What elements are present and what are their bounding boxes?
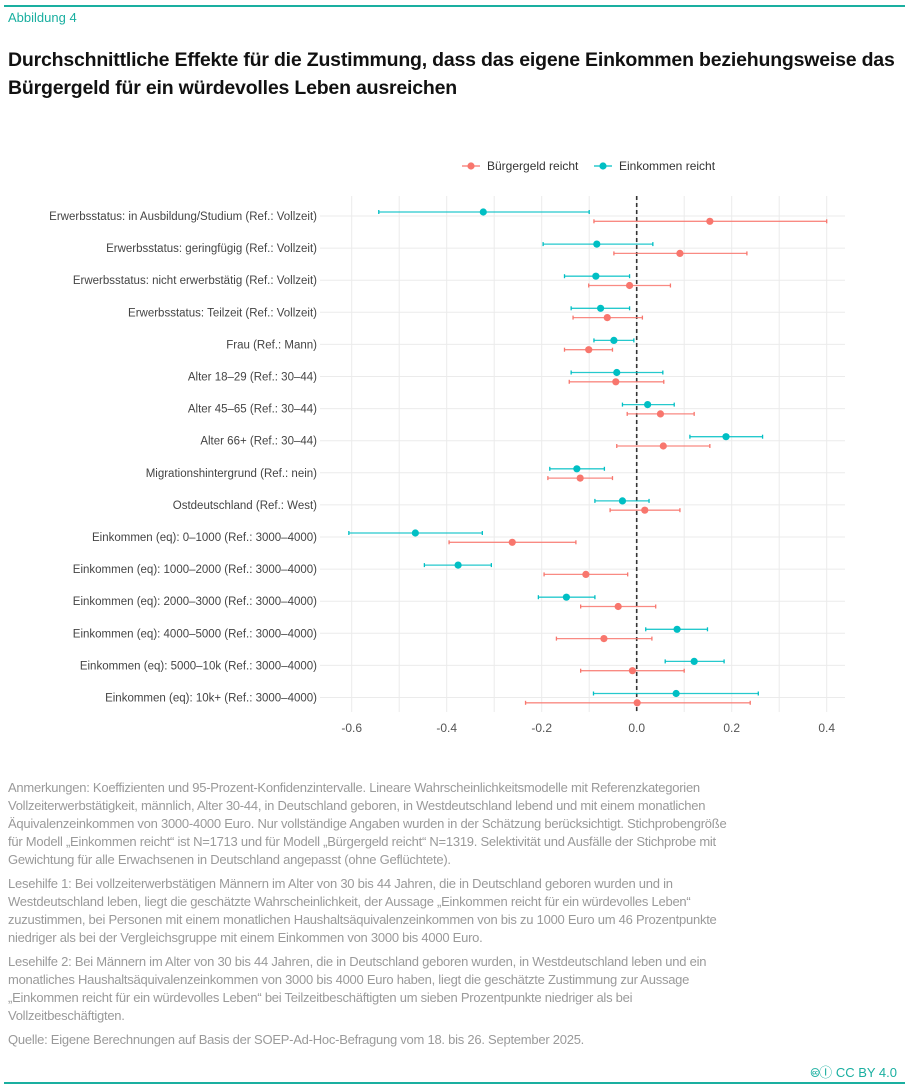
category-label: Frau (Ref.: Mann) (226, 339, 317, 351)
legend-label-buergergeld: Bürgergeld reicht (487, 159, 579, 173)
point-buergergeld (641, 506, 649, 514)
legend-point-einkommen (599, 162, 607, 170)
coefficient-chart: Erwerbsstatus: in Ausbildung/Studium (Re… (49, 159, 845, 735)
cc-icon: 🅭 (811, 1065, 820, 1080)
point-buergergeld (612, 378, 620, 386)
license-label: CC BY 4.0 (835, 1065, 897, 1080)
point-einkommen (610, 336, 618, 344)
category-label: Einkommen (eq): 4000–5000 (Ref.: 3000–40… (73, 628, 317, 640)
point-einkommen (644, 401, 652, 409)
category-label: Ostdeutschland (Ref.: West) (173, 500, 317, 512)
point-buergergeld (706, 217, 714, 225)
note-lesehilfe-1: Lesehilfe 1: Bei vollzeiterwerbstätigen … (8, 876, 717, 945)
point-einkommen (479, 208, 487, 216)
point-einkommen (454, 561, 462, 569)
point-einkommen (672, 689, 680, 698)
point-einkommen (411, 529, 419, 537)
point-einkommen (690, 657, 698, 666)
point-buergergeld (633, 699, 641, 707)
license-badge: 🅭Ⓘ CC BY 4.0 (811, 1062, 897, 1081)
category-label: Erwerbsstatus: Teilzeit (Ref.: Vollzeit) (128, 307, 317, 319)
note-quelle: Quelle: Eigene Berechnungen auf Basis de… (8, 1032, 585, 1047)
note-lesehilfe-2: Lesehilfe 2: Bei Männern im Alter von 30… (8, 954, 707, 1023)
category-label: Einkommen (eq): 0–1000 (Ref.: 3000–4000) (92, 532, 317, 544)
x-tick-label: 0.2 (723, 721, 740, 735)
x-tick-label: -0.2 (531, 721, 552, 735)
point-buergergeld (576, 474, 584, 482)
x-tick-label: -0.4 (436, 721, 457, 735)
note-anmerkungen: Anmerkungen: Koeffizienten und 95-Prozen… (8, 780, 727, 867)
category-label: Alter 45–65 (Ref.: 30–44) (188, 404, 317, 416)
figure-title: Durchschnittliche Effekte für die Zustim… (8, 49, 895, 99)
x-tick-label: 0.0 (628, 721, 645, 735)
category-label: Erwerbsstatus: geringfügig (Ref.: Vollze… (106, 243, 317, 255)
point-einkommen (593, 240, 601, 248)
category-label: Alter 18–29 (Ref.: 30–44) (188, 372, 317, 384)
top-rule (4, 5, 905, 7)
point-einkommen (613, 368, 621, 377)
point-buergergeld (603, 314, 611, 322)
category-label: Erwerbsstatus: in Ausbildung/Studium (Re… (49, 211, 317, 223)
point-einkommen (562, 593, 571, 601)
category-label: Einkommen (eq): 1000–2000 (Ref.: 3000–40… (73, 564, 317, 576)
notes: Anmerkungen: Koeffizienten und 95-Prozen… (8, 779, 743, 1055)
x-tick-label: 0.4 (818, 721, 835, 735)
point-einkommen (673, 625, 681, 633)
point-buergergeld (585, 346, 593, 354)
point-einkommen (722, 433, 730, 441)
category-label: Erwerbsstatus: nicht erwerbstätig (Ref.:… (73, 275, 317, 287)
bottom-rule (4, 1082, 905, 1084)
point-buergergeld (508, 538, 516, 546)
point-buergergeld (614, 602, 622, 611)
x-tick-label: -0.6 (341, 721, 362, 735)
point-einkommen (573, 465, 581, 473)
category-label: Einkommen (eq): 2000–3000 (Ref.: 3000–40… (73, 596, 317, 608)
by-icon: Ⓘ (819, 1065, 833, 1080)
point-buergergeld (582, 570, 590, 579)
figure-label: Abbildung 4 (8, 10, 77, 25)
point-buergergeld (659, 442, 667, 450)
point-buergergeld (676, 249, 684, 257)
point-buergergeld (628, 667, 637, 675)
category-label: Einkommen (eq): 10k+ (Ref.: 3000–4000) (105, 693, 317, 705)
point-einkommen (618, 497, 627, 505)
category-label: Alter 66+ (Ref.: 30–44) (200, 436, 317, 448)
category-label: Migrationshintergrund (Ref.: nein) (146, 468, 317, 480)
category-label: Einkommen (eq): 5000–10k (Ref.: 3000–400… (80, 660, 317, 672)
point-einkommen (592, 272, 600, 280)
point-buergergeld (656, 410, 665, 418)
point-einkommen (597, 304, 605, 312)
point-buergergeld (625, 281, 634, 290)
point-buergergeld (600, 635, 608, 643)
legend-label-einkommen: Einkommen reicht (619, 159, 716, 173)
legend-point-buergergeld (467, 162, 475, 170)
